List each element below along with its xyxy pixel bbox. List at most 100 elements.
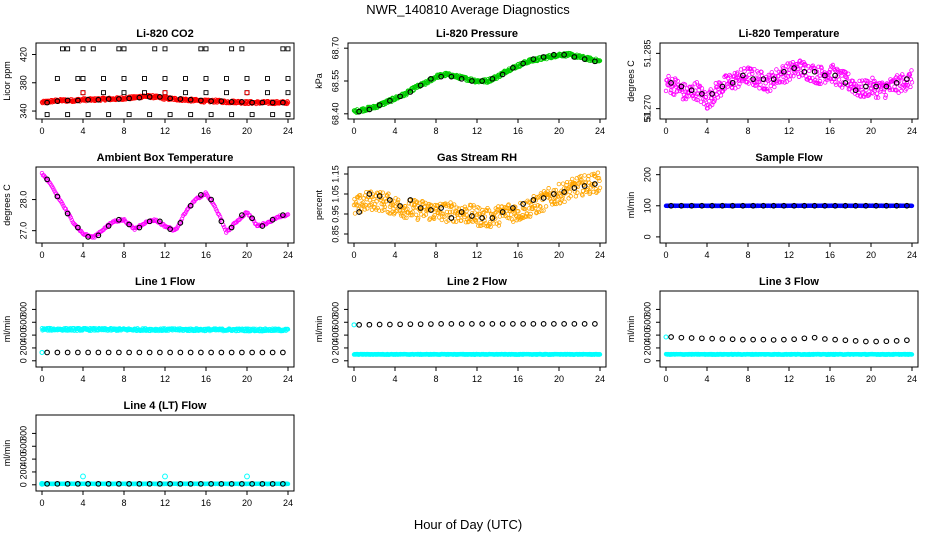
average-point [75,224,81,231]
average-point [387,97,393,104]
dense-point [562,199,567,205]
standard-point [229,112,235,118]
dense-point [443,201,448,206]
y-tick-label: 800 [642,302,652,317]
average-point [239,212,245,218]
x-tick-label: 12 [160,374,170,384]
average-point [811,334,818,341]
dense-point [839,73,844,78]
standard-point [239,46,245,52]
average-point [678,334,685,341]
x-tick-label: 4 [80,374,85,384]
average-point [581,56,588,62]
average-point [499,321,506,327]
dense-point [493,216,498,221]
dense-series [351,50,603,115]
dense-point [357,192,363,198]
x-tick-label: 8 [745,250,750,260]
standard-point [121,46,127,52]
standard-point [60,46,65,52]
dense-point [451,202,457,207]
average-point [740,72,746,79]
x-tick-label: 16 [825,374,835,384]
average-point [801,68,808,75]
dense-point [663,88,669,94]
dense-point [118,218,123,223]
dense-point [568,194,573,199]
average-point [863,83,869,90]
dense-point [699,86,705,91]
dense-point [737,81,742,87]
dense-point [679,87,685,92]
dense-point [506,202,511,207]
average-point [167,349,173,356]
average-point [177,96,184,102]
average-point [208,98,214,105]
dense-series [39,473,291,487]
standard-point [152,46,158,52]
y-tick-label: 340 [18,104,28,119]
y-axis-label: percent [314,189,324,220]
dense-point [487,221,492,227]
y-tick-label: 51.285 [642,40,652,68]
standard-point [280,46,286,52]
dense-point [155,219,160,224]
dense-point [522,206,528,212]
x-tick-label: 24 [907,250,917,260]
average-point [157,349,163,356]
dense-point [742,69,747,74]
standard-point [203,76,209,81]
average-point [540,54,547,60]
dense-point [776,74,781,79]
average-point [688,335,695,341]
x-tick-label: 16 [201,126,211,136]
average-point [832,202,838,209]
average-point [540,321,547,327]
dense-point [552,201,558,207]
dense-point [382,207,387,212]
x-tick-label: 12 [784,126,794,136]
x-tick-label: 8 [745,126,750,136]
dense-series [663,334,915,357]
dense-point [525,214,531,219]
average-series [668,334,910,345]
dense-point [555,197,560,202]
dense-point [415,216,421,221]
average-point [146,94,153,100]
average-point [356,108,362,115]
panel-title: Ambient Box Temperature [97,152,234,164]
dense-point [779,79,785,85]
standard-point [285,76,291,81]
y-tick-label: 600 [330,315,340,330]
dense-point [712,99,717,104]
average-point [842,79,849,86]
dense-point [410,209,415,215]
average-point [259,223,266,229]
y-tick-label: 400 [18,452,28,467]
dense-point [793,70,798,76]
average-point [116,96,122,102]
x-tick-label: 20 [554,126,564,136]
dense-point [746,81,751,86]
average-point [438,205,444,211]
dense-point [870,91,876,96]
average-point [750,336,756,343]
dense-point [476,223,481,228]
dense-point [380,208,385,213]
y-axis-label: kPa [314,73,324,89]
dense-point [803,63,808,68]
standard-point [203,90,209,96]
average-point [157,218,163,225]
dense-point [738,73,743,78]
dense-point [395,197,401,202]
dense-point [790,60,796,65]
dense-point [454,219,459,224]
dense-point [414,200,420,205]
dense-point [464,208,469,214]
x-tick-label: 20 [242,498,252,508]
average-point [249,349,255,356]
y-tick-label: 0 [18,482,28,487]
dense-point [573,194,579,199]
average-point [479,78,485,84]
